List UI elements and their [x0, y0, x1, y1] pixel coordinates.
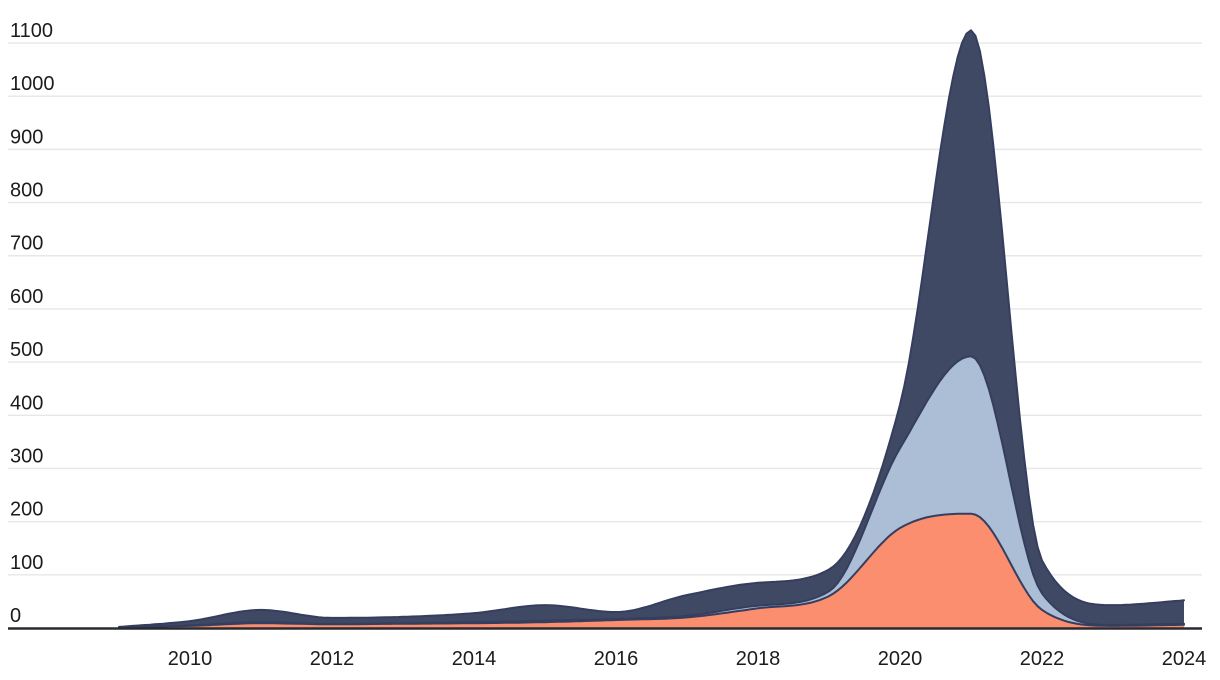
- x-tick-label: 2012: [310, 648, 355, 670]
- y-tick-label: 900: [10, 126, 43, 148]
- y-tick-label: 200: [10, 499, 43, 521]
- area-series-light-blue: [119, 356, 1184, 628]
- y-tick-label: 1000: [10, 73, 55, 95]
- y-tick-label: 600: [10, 286, 43, 308]
- x-tick-label: 2022: [1020, 648, 1065, 670]
- y-tick-label: 800: [10, 180, 43, 202]
- x-tick-label: 2020: [878, 648, 923, 670]
- x-tick-label: 2016: [594, 648, 639, 670]
- outline-series-light-blue: [118, 355, 1185, 629]
- x-tick-label: 2024: [1162, 648, 1207, 670]
- y-tick-label: 0: [10, 605, 21, 627]
- y-tick-label: 100: [10, 552, 43, 574]
- y-tick-label: 700: [10, 233, 43, 255]
- y-tick-label: 300: [10, 445, 43, 467]
- gridlines: [8, 42, 1202, 576]
- y-tick-label: 400: [10, 392, 43, 414]
- outline-series-navy: [118, 29, 1185, 628]
- x-tick-label: 2018: [736, 648, 781, 670]
- x-axis-labels: 2010 2012 2014 2016 2018 2020 2022 2024: [168, 648, 1207, 670]
- area-series-orange: [119, 513, 1184, 628]
- area-series-navy: [119, 30, 1184, 628]
- y-axis-labels: 0 100 200 300 400 500 600 700 800 900 1000 1100: [10, 20, 55, 627]
- y-tick-label: 500: [10, 339, 43, 361]
- y-tick-label: 1100: [10, 20, 53, 42]
- x-tick-label: 2014: [452, 648, 497, 670]
- area-series-group: [118, 29, 1185, 629]
- x-tick-label: 2010: [168, 648, 213, 670]
